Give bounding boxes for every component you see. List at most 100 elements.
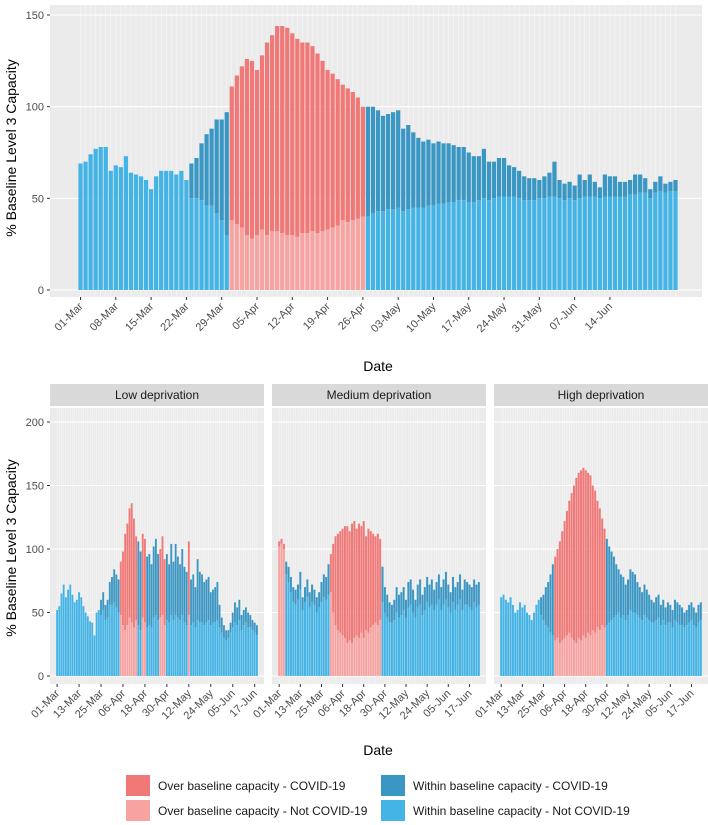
bar-not-covid: [587, 632, 590, 676]
bar-covid: [451, 145, 456, 202]
bar-not-covid: [367, 632, 370, 676]
bar-not-covid: [143, 180, 149, 290]
bar-not-covid: [62, 584, 65, 676]
bar-covid: [254, 70, 260, 235]
bar-covid: [400, 592, 403, 616]
bar-covid: [340, 84, 345, 221]
bar-not-covid: [400, 615, 403, 676]
bar-covid: [461, 589, 464, 610]
bar-not-covid: [308, 607, 311, 676]
bar-covid: [567, 181, 572, 199]
bar-not-covid: [518, 602, 521, 676]
bar-not-covid: [80, 597, 83, 676]
bar-not-covid: [390, 622, 393, 676]
bar-covid: [412, 589, 415, 613]
bar-not-covid: [148, 625, 151, 676]
bar-not-covid: [259, 229, 265, 290]
bar-not-covid: [605, 625, 608, 676]
bar-not-covid: [542, 620, 545, 676]
bar-covid: [192, 574, 195, 623]
bar-not-covid: [629, 609, 632, 676]
bar-not-covid: [414, 617, 417, 676]
legend-swatch-over-covid: [126, 775, 150, 796]
bar-not-covid: [650, 622, 653, 676]
bar-not-covid: [385, 209, 391, 290]
facet-title: Low deprivation: [115, 388, 199, 402]
bar-not-covid: [383, 612, 386, 676]
bar-not-covid: [461, 609, 464, 676]
bar-covid: [199, 143, 204, 201]
bar-covid: [699, 602, 702, 621]
bar-not-covid: [380, 211, 386, 290]
bar-not-covid: [692, 625, 695, 676]
bar-not-covid: [638, 192, 643, 290]
bar-not-covid: [150, 627, 153, 676]
bar-not-covid: [699, 620, 702, 676]
bar-not-covid: [78, 592, 80, 676]
bar-covid: [405, 599, 407, 618]
bar-covid: [201, 574, 203, 623]
bar-covid: [367, 528, 370, 633]
bar-not-covid: [411, 207, 416, 290]
bar-not-covid: [567, 198, 572, 290]
bar-covid: [692, 607, 695, 626]
bar-covid: [259, 55, 265, 230]
bar-covid: [558, 541, 561, 643]
bar-covid: [285, 27, 290, 236]
bar-not-covid: [612, 196, 618, 290]
bar-not-covid: [60, 593, 63, 676]
bar-covid: [430, 579, 433, 605]
bar-not-covid: [305, 233, 310, 290]
bar-not-covid: [78, 163, 83, 290]
bar-covid: [552, 161, 557, 197]
bar-not-covid: [554, 640, 557, 676]
bar-covid: [447, 584, 450, 608]
bar-not-covid: [205, 622, 208, 676]
bar-not-covid: [446, 202, 451, 290]
bar-covid: [393, 599, 396, 621]
bar-not-covid: [154, 176, 159, 290]
bar-not-covid: [86, 616, 89, 676]
bar-not-covid: [253, 632, 256, 676]
bar-not-covid: [678, 625, 681, 676]
bar-not-covid: [130, 622, 133, 676]
bar-covid: [376, 533, 379, 626]
bar-covid: [627, 579, 629, 616]
bar-covid: [662, 599, 665, 621]
bar-covid: [391, 112, 396, 210]
bar-covid: [108, 582, 111, 605]
bar-not-covid: [668, 191, 673, 290]
bar-not-covid: [240, 630, 243, 676]
x-tick-label: 19-Apr: [301, 300, 333, 332]
bar-not-covid: [184, 180, 189, 290]
bar-not-covid: [108, 170, 113, 290]
bar-covid: [664, 607, 667, 626]
bar-covid: [629, 569, 632, 610]
bar-covid: [362, 521, 365, 638]
bar-not-covid: [340, 220, 345, 290]
bar-not-covid: [227, 637, 230, 676]
bar-covid: [244, 59, 250, 235]
bar-not-covid: [56, 609, 59, 676]
bar-covid: [187, 541, 190, 616]
legend-label-within-not-covid: Within baseline capacity - Not COVID-19: [413, 804, 630, 818]
bar-not-covid: [561, 640, 564, 676]
bar-covid: [370, 106, 376, 213]
bar-not-covid: [516, 609, 519, 676]
bar-not-covid: [124, 630, 127, 676]
bar-covid: [540, 597, 543, 616]
bar-not-covid: [289, 592, 292, 676]
bar-covid: [419, 579, 422, 605]
bar-covid: [648, 594, 651, 621]
bar-not-covid: [444, 599, 447, 676]
bar-covid: [311, 584, 314, 603]
bar-not-covid: [386, 617, 389, 676]
bar-not-covid: [658, 191, 663, 290]
bar-covid: [100, 599, 102, 616]
bar-covid: [477, 582, 480, 605]
bar-not-covid: [523, 604, 526, 676]
bar-not-covid: [144, 622, 146, 676]
bar-not-covid: [351, 642, 353, 676]
bar-not-covid: [330, 227, 335, 290]
bar-not-covid: [636, 615, 639, 676]
